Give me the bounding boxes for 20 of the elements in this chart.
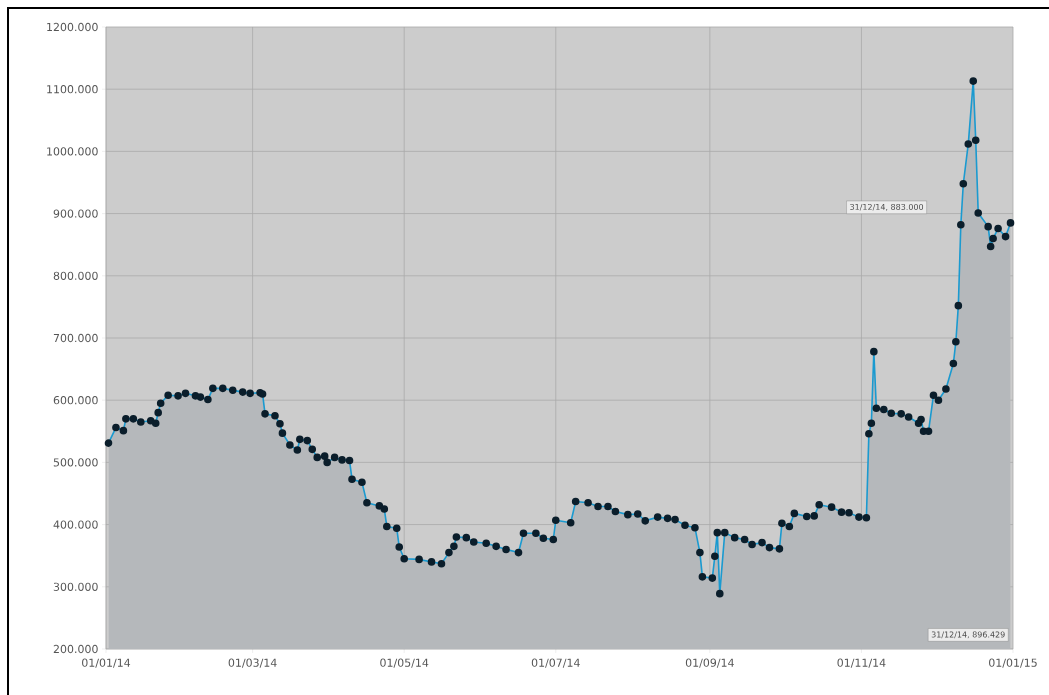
y-tick-label: 400.000 (53, 520, 98, 529)
y-tick-label: 300.000 (53, 582, 98, 591)
x-tick-label: 01/09/14 (685, 658, 734, 668)
x-tick-label: 01/05/14 (380, 658, 429, 668)
y-tick-label: 800.000 (53, 271, 98, 280)
y-tick-label: 500.000 (53, 458, 98, 467)
y-tick-label: 600.000 (53, 396, 98, 405)
y-tick-label: 200.000 (53, 644, 98, 654)
y-tick-label: 900.000 (53, 209, 98, 218)
y-tick-label: 1200.000 (47, 22, 98, 32)
annotation: 31/12/14, 896.429 (931, 631, 1005, 639)
y-tick-label: 700.000 (53, 333, 98, 343)
y-tick-label: 1000.000 (47, 147, 98, 156)
x-tick-label: 01/11/14 (837, 658, 886, 668)
x-tick-label: 01/01/14 (82, 658, 131, 668)
y-tick-label: 1100.000 (47, 85, 98, 94)
x-tick-label: 01/07/14 (531, 658, 580, 668)
x-tick-label: 01/03/14 (228, 658, 277, 668)
annotation: 31/12/14, 883.000 (850, 203, 924, 211)
x-tick-label: 01/01/15 (989, 658, 1037, 668)
